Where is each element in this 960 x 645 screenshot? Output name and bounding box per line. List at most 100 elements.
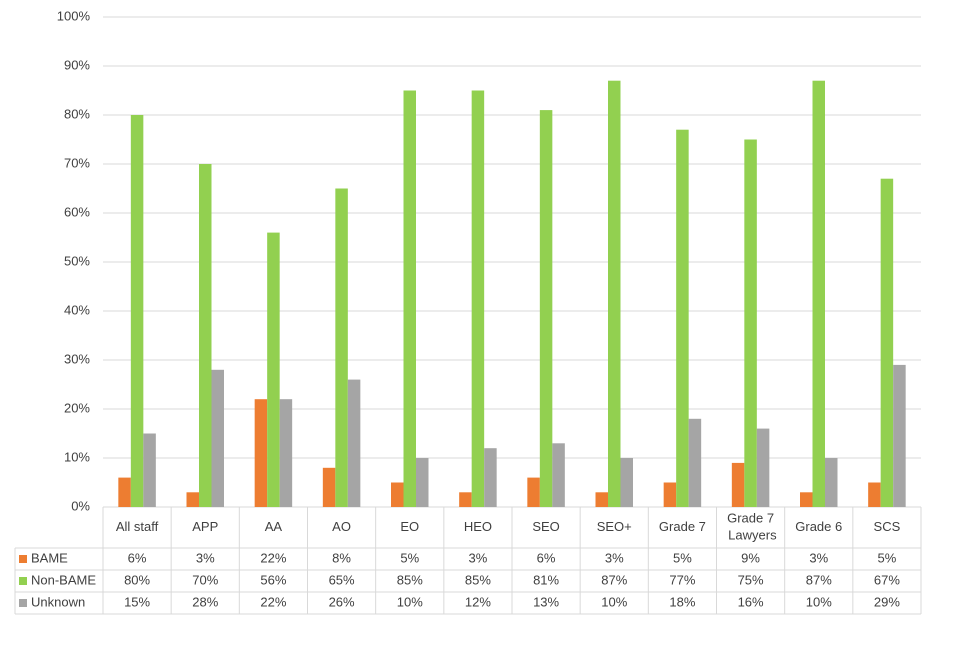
bar bbox=[322, 467, 336, 507]
table-value: 16% bbox=[738, 594, 764, 609]
x-tick-label: Grade 6 bbox=[795, 519, 842, 534]
table-value: 10% bbox=[806, 594, 832, 609]
bar bbox=[893, 364, 906, 507]
table-value: 6% bbox=[128, 550, 147, 565]
table-value: 22% bbox=[260, 594, 286, 609]
table-value: 29% bbox=[874, 594, 900, 609]
bar bbox=[416, 458, 429, 507]
table-value: 3% bbox=[469, 550, 488, 565]
bar bbox=[471, 90, 485, 507]
bar bbox=[744, 139, 757, 507]
bar bbox=[211, 369, 224, 507]
bar bbox=[484, 448, 497, 507]
table-value: 10% bbox=[601, 594, 627, 609]
bar bbox=[143, 433, 156, 507]
x-tick-label: EO bbox=[400, 519, 419, 534]
legend-swatch bbox=[19, 577, 27, 585]
table-value: 3% bbox=[605, 550, 624, 565]
table-value: 22% bbox=[260, 550, 286, 565]
y-tick-label: 100% bbox=[57, 8, 91, 23]
x-tick-label: SEO bbox=[532, 519, 559, 534]
x-tick-label: SEO+ bbox=[597, 519, 632, 534]
table-value: 56% bbox=[260, 572, 286, 587]
x-tick-label: All staff bbox=[116, 519, 159, 534]
legend-label: BAME bbox=[31, 550, 68, 565]
bar bbox=[403, 90, 416, 507]
legend-label: Unknown bbox=[31, 594, 85, 609]
table-value: 77% bbox=[669, 572, 695, 587]
table-value: 70% bbox=[192, 572, 218, 587]
table-value: 75% bbox=[738, 572, 764, 587]
table-value: 9% bbox=[741, 550, 760, 565]
bar bbox=[186, 492, 199, 507]
table-value: 8% bbox=[332, 550, 351, 565]
bar bbox=[756, 428, 770, 507]
legend-label: Non-BAME bbox=[31, 572, 96, 587]
bar bbox=[347, 379, 361, 507]
bar bbox=[130, 115, 144, 507]
table-value: 85% bbox=[465, 572, 491, 587]
y-tick-label: 40% bbox=[64, 302, 90, 317]
table-value: 80% bbox=[124, 572, 150, 587]
bar bbox=[731, 462, 745, 507]
x-tick-label: HEO bbox=[464, 519, 492, 534]
y-tick-label: 90% bbox=[64, 57, 90, 72]
table-value: 18% bbox=[669, 594, 695, 609]
table-value: 3% bbox=[809, 550, 828, 565]
bar bbox=[279, 399, 293, 507]
y-tick-label: 60% bbox=[64, 204, 90, 219]
legend-swatch bbox=[19, 599, 27, 607]
table-value: 81% bbox=[533, 572, 559, 587]
legend-swatch bbox=[19, 555, 27, 563]
bar bbox=[595, 492, 608, 507]
x-tick-label: APP bbox=[192, 519, 218, 534]
table-value: 3% bbox=[196, 550, 215, 565]
table-value: 67% bbox=[874, 572, 900, 587]
bar bbox=[608, 80, 621, 507]
bar bbox=[620, 458, 633, 507]
bar bbox=[868, 482, 881, 507]
table-value: 85% bbox=[397, 572, 423, 587]
y-tick-label: 50% bbox=[64, 253, 90, 268]
table-value: 87% bbox=[806, 572, 832, 587]
bar bbox=[676, 129, 689, 507]
table-value: 26% bbox=[329, 594, 355, 609]
table-value: 15% bbox=[124, 594, 150, 609]
y-tick-label: 10% bbox=[64, 449, 90, 464]
bar bbox=[800, 492, 813, 507]
table-value: 87% bbox=[601, 572, 627, 587]
bar bbox=[118, 477, 131, 507]
bar bbox=[335, 188, 348, 507]
y-tick-label: 70% bbox=[64, 155, 90, 170]
table-value: 10% bbox=[397, 594, 423, 609]
bar bbox=[391, 482, 404, 507]
table-value: 28% bbox=[192, 594, 218, 609]
table-value: 12% bbox=[465, 594, 491, 609]
table-value: 13% bbox=[533, 594, 559, 609]
x-tick-label: AO bbox=[332, 519, 351, 534]
x-tick-label: AA bbox=[265, 519, 283, 534]
bar bbox=[825, 458, 838, 507]
bar bbox=[199, 164, 212, 507]
x-tick-label: Grade 7 bbox=[659, 519, 706, 534]
y-tick-label: 20% bbox=[64, 400, 90, 415]
x-tick-label: SCS bbox=[874, 519, 901, 534]
bar bbox=[254, 399, 268, 507]
bar bbox=[688, 418, 702, 507]
bar bbox=[880, 178, 894, 507]
table-value: 65% bbox=[329, 572, 355, 587]
bar bbox=[663, 482, 677, 507]
bar bbox=[267, 232, 280, 507]
bar bbox=[552, 443, 565, 507]
bar bbox=[812, 80, 825, 507]
y-tick-label: 0% bbox=[71, 498, 90, 513]
bar bbox=[539, 110, 553, 507]
y-tick-label: 30% bbox=[64, 351, 90, 366]
table-value: 5% bbox=[400, 550, 419, 565]
bar bbox=[527, 477, 540, 507]
table-value: 5% bbox=[878, 550, 897, 565]
table-value: 5% bbox=[673, 550, 692, 565]
y-tick-label: 80% bbox=[64, 106, 90, 121]
